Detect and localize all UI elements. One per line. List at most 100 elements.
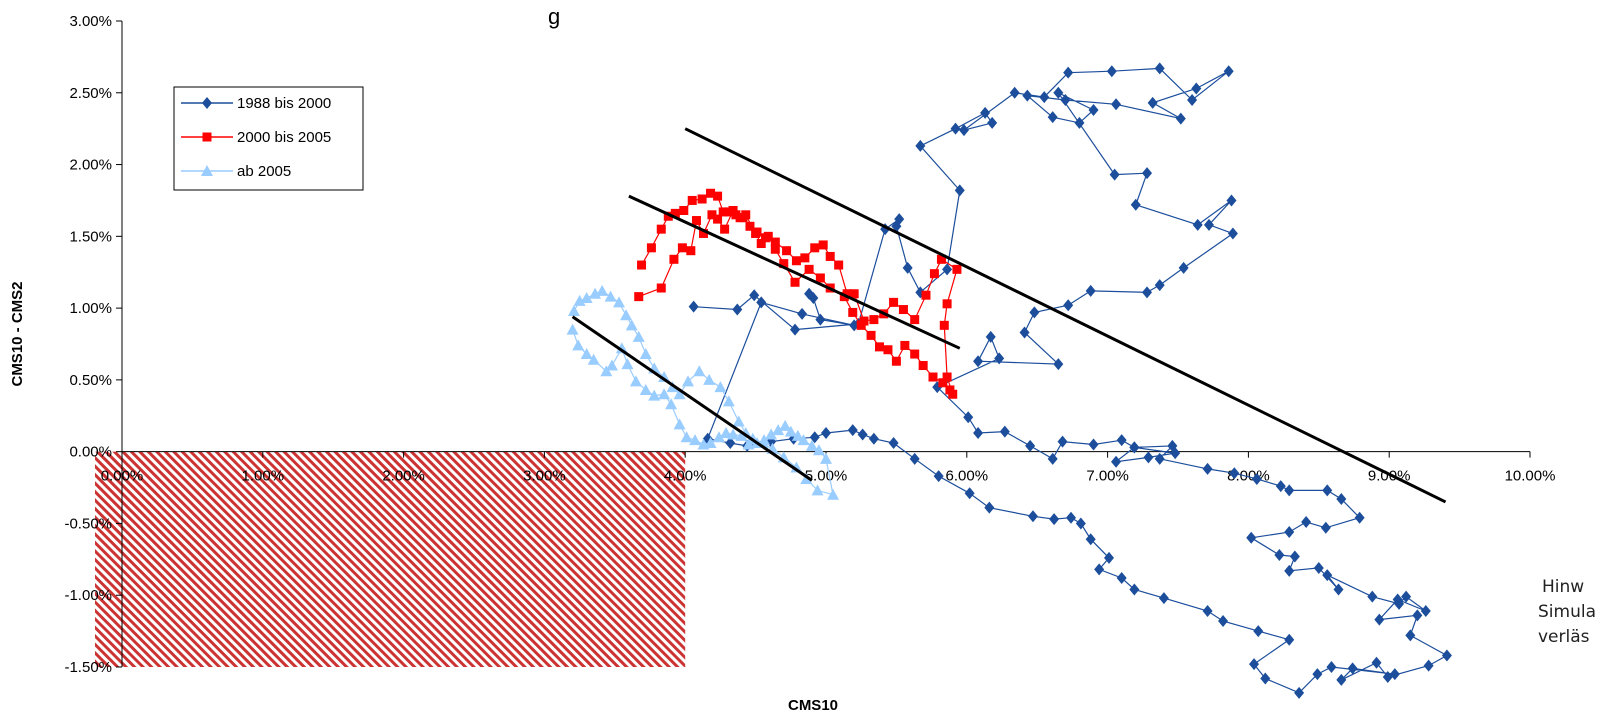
legend: 1988 bis 2000 2000 bis 2005 ab 2005 bbox=[173, 86, 364, 191]
data-point bbox=[1192, 218, 1203, 231]
side-note-line-3: verläs bbox=[1538, 627, 1590, 647]
data-point bbox=[1284, 633, 1295, 646]
data-point bbox=[687, 195, 697, 205]
data-point bbox=[621, 358, 634, 370]
data-point bbox=[1085, 284, 1096, 297]
data-point bbox=[790, 461, 803, 473]
data-point bbox=[984, 501, 995, 514]
y-tick-label: 3.00% bbox=[69, 13, 112, 30]
data-point bbox=[1147, 96, 1158, 109]
data-point bbox=[810, 243, 820, 253]
trend-line bbox=[684, 127, 1447, 504]
data-point bbox=[604, 290, 617, 302]
data-point bbox=[648, 389, 661, 401]
data-point bbox=[1063, 66, 1074, 79]
data-point bbox=[658, 388, 671, 400]
data-point bbox=[964, 487, 975, 500]
side-note-line-1: Hinw bbox=[1542, 577, 1584, 597]
y-tick-label: 0.50% bbox=[69, 372, 112, 389]
data-point bbox=[848, 307, 858, 317]
data-point bbox=[658, 371, 671, 383]
data-point bbox=[891, 356, 901, 366]
data-point bbox=[749, 289, 760, 302]
data-point bbox=[1019, 326, 1030, 339]
data-point bbox=[1187, 93, 1198, 106]
y-tick-label: 2.00% bbox=[69, 157, 112, 174]
data-point bbox=[732, 303, 743, 316]
y-axis-title: CMS10 - CMS2 bbox=[9, 281, 26, 386]
x-tick-label: 0.00% bbox=[101, 468, 144, 485]
x-tick-label: 4.00% bbox=[664, 468, 707, 485]
data-point bbox=[999, 425, 1010, 438]
data-point bbox=[720, 224, 730, 234]
data-point bbox=[634, 292, 644, 302]
data-point bbox=[201, 165, 213, 176]
data-point bbox=[1142, 286, 1153, 299]
data-point bbox=[942, 299, 952, 309]
data-point bbox=[849, 289, 859, 299]
x-tick-label: 7.00% bbox=[1086, 468, 1129, 485]
data-point bbox=[772, 424, 785, 436]
data-point bbox=[765, 428, 778, 440]
data-point bbox=[800, 472, 813, 484]
data-point bbox=[915, 139, 926, 152]
data-point bbox=[859, 316, 869, 326]
data-point bbox=[985, 330, 996, 343]
data-point bbox=[731, 210, 741, 220]
data-point bbox=[693, 365, 706, 377]
data-point bbox=[1009, 86, 1020, 99]
data-point bbox=[691, 216, 701, 226]
legend-label: 1988 bis 2000 bbox=[237, 95, 331, 112]
x-tick-label: 6.00% bbox=[946, 468, 989, 485]
data-point bbox=[815, 273, 825, 283]
data-point bbox=[699, 228, 709, 238]
data-point bbox=[857, 428, 868, 441]
data-point bbox=[724, 207, 734, 217]
data-point bbox=[1111, 455, 1122, 468]
data-point bbox=[928, 372, 938, 382]
data-point bbox=[770, 244, 780, 254]
data-point bbox=[745, 221, 755, 231]
data-point bbox=[756, 296, 767, 309]
data-point bbox=[889, 297, 899, 307]
data-point bbox=[1088, 104, 1099, 117]
data-point bbox=[1154, 452, 1165, 465]
data-point bbox=[869, 315, 879, 325]
data-point bbox=[596, 284, 609, 296]
data-point bbox=[1158, 592, 1169, 605]
data-point bbox=[725, 437, 736, 450]
data-point bbox=[656, 283, 666, 293]
data-point bbox=[849, 319, 860, 332]
data-point bbox=[1039, 91, 1050, 104]
data-point bbox=[1336, 673, 1347, 686]
data-point bbox=[952, 264, 962, 274]
data-point bbox=[973, 355, 984, 368]
data-point bbox=[566, 323, 579, 335]
x-tick-label: 10.00% bbox=[1505, 468, 1556, 485]
trend-line bbox=[571, 315, 813, 482]
data-point bbox=[632, 330, 645, 342]
data-point bbox=[804, 287, 815, 300]
data-point bbox=[1294, 686, 1305, 699]
data-point bbox=[888, 437, 899, 450]
data-point bbox=[670, 208, 680, 218]
data-point bbox=[1333, 583, 1344, 596]
data-point bbox=[1226, 194, 1237, 207]
data-point bbox=[812, 444, 825, 456]
data-point bbox=[847, 424, 858, 437]
data-point bbox=[738, 213, 748, 223]
data-point bbox=[673, 418, 686, 430]
data-point bbox=[686, 246, 696, 256]
data-point bbox=[779, 419, 792, 431]
data-point bbox=[1129, 583, 1140, 596]
data-point bbox=[1405, 629, 1416, 642]
data-point bbox=[600, 365, 613, 377]
data-point bbox=[629, 375, 642, 387]
data-point bbox=[760, 233, 770, 243]
y-tick-label: -1.00% bbox=[64, 587, 112, 604]
data-point bbox=[1354, 511, 1365, 524]
data-point bbox=[1203, 218, 1214, 231]
data-point bbox=[900, 340, 910, 350]
data-point bbox=[1088, 438, 1099, 451]
data-point bbox=[712, 431, 725, 443]
